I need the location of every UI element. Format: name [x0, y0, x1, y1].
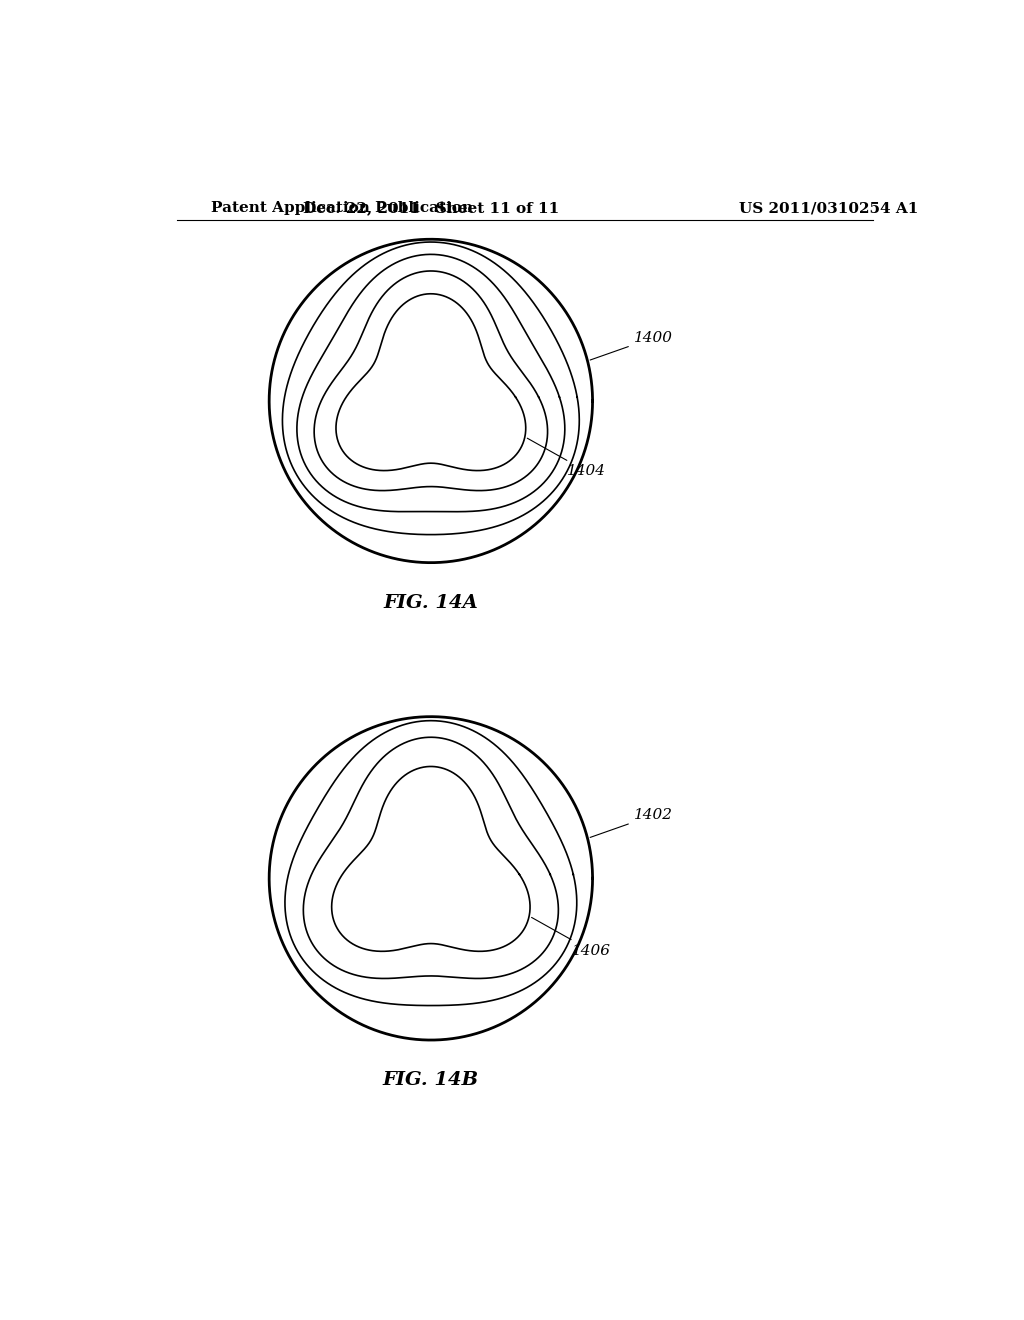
Text: 1400: 1400	[590, 331, 673, 360]
Text: 1406: 1406	[531, 917, 610, 958]
Text: 1404: 1404	[527, 438, 606, 478]
Text: FIG. 14A: FIG. 14A	[383, 594, 478, 611]
Text: 1402: 1402	[590, 808, 673, 837]
Text: FIG. 14B: FIG. 14B	[383, 1071, 479, 1089]
Text: Dec. 22, 2011   Sheet 11 of 11: Dec. 22, 2011 Sheet 11 of 11	[303, 202, 559, 215]
Text: US 2011/0310254 A1: US 2011/0310254 A1	[739, 202, 919, 215]
Text: Patent Application Publication: Patent Application Publication	[211, 202, 473, 215]
